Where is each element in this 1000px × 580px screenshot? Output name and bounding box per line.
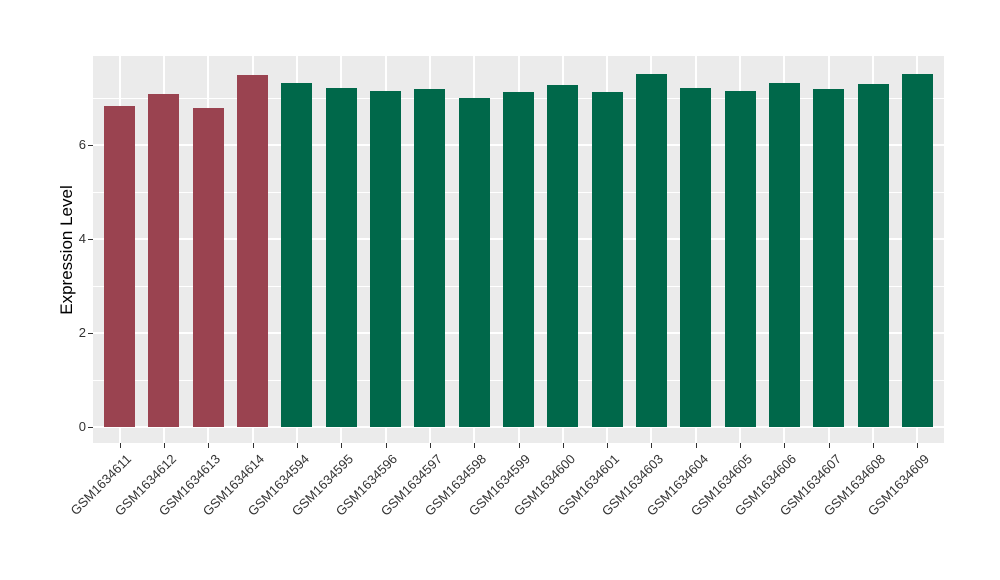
x-tick-mark <box>873 443 875 448</box>
x-tick-mark <box>429 443 431 448</box>
y-tick-label: 6 <box>78 137 86 153</box>
bar-GSM1634595 <box>325 87 357 427</box>
bar-GSM1634614 <box>237 75 269 427</box>
bar-GSM1634605 <box>724 90 756 427</box>
y-tick-label: 2 <box>78 324 86 340</box>
x-tick-mark <box>518 443 520 448</box>
bar-GSM1634601 <box>591 91 623 427</box>
y-tick-label: 0 <box>78 418 86 434</box>
y-tick-mark <box>88 238 93 240</box>
bar-GSM1634612 <box>148 93 180 427</box>
y-tick-mark <box>88 426 93 428</box>
bar-GSM1634599 <box>502 92 534 427</box>
bar-GSM1634611 <box>104 106 136 427</box>
x-tick-mark <box>208 443 210 448</box>
x-tick-mark <box>119 443 121 448</box>
y-axis-title: Expression Level <box>57 185 76 315</box>
x-tick-mark <box>341 443 343 448</box>
bar-GSM1634604 <box>680 88 712 427</box>
bar-GSM1634613 <box>192 108 224 427</box>
x-tick-mark <box>252 443 254 448</box>
bar-GSM1634600 <box>547 84 579 427</box>
bar-GSM1634606 <box>768 82 800 427</box>
bar-GSM1634594 <box>281 82 313 427</box>
y-tick-mark <box>88 332 93 334</box>
x-tick-mark <box>828 443 830 448</box>
bar-GSM1634609 <box>901 74 933 427</box>
plot-panel <box>93 56 944 443</box>
bar-GSM1634597 <box>414 88 446 427</box>
bar-GSM1634598 <box>458 97 490 427</box>
x-tick-mark <box>740 443 742 448</box>
bar-GSM1634603 <box>635 74 667 427</box>
x-tick-mark <box>651 443 653 448</box>
bar-GSM1634607 <box>813 89 845 427</box>
x-tick-mark <box>695 443 697 448</box>
x-tick-mark <box>917 443 919 448</box>
y-tick-label: 4 <box>78 230 86 246</box>
y-tick-mark <box>88 145 93 147</box>
x-tick-mark <box>296 443 298 448</box>
x-tick-mark <box>607 443 609 448</box>
bar-GSM1634608 <box>857 84 889 427</box>
x-tick-mark <box>163 443 165 448</box>
bar-GSM1634596 <box>370 90 402 427</box>
x-tick-mark <box>562 443 564 448</box>
x-tick-mark <box>474 443 476 448</box>
x-tick-mark <box>784 443 786 448</box>
x-tick-mark <box>385 443 387 448</box>
